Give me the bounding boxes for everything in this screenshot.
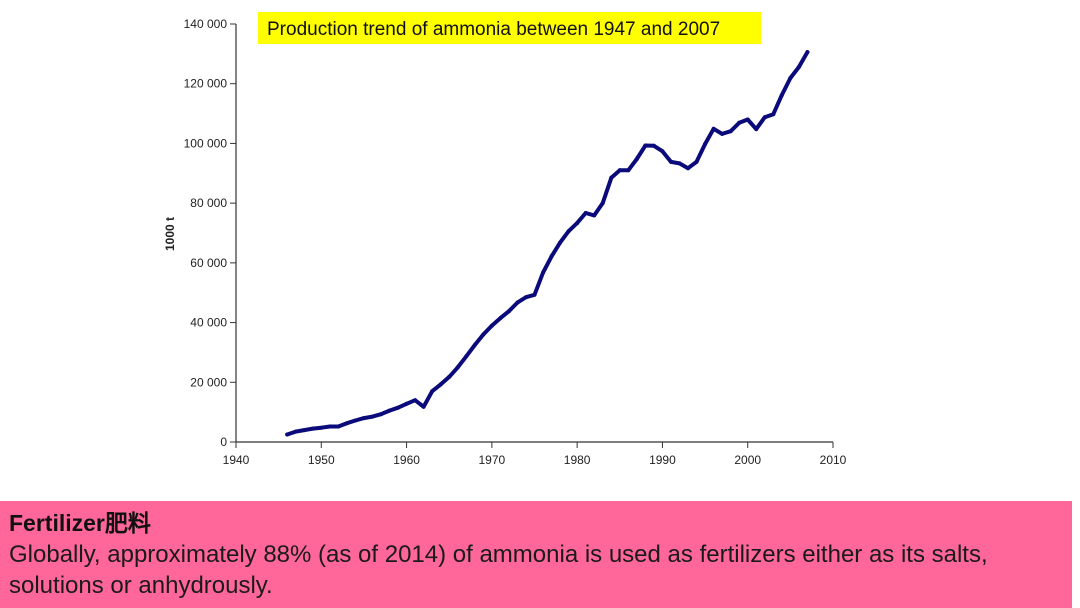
data-point — [592, 213, 597, 218]
data-point — [634, 157, 639, 161]
data-point — [617, 168, 622, 173]
data-point — [549, 254, 554, 259]
data-point — [498, 316, 503, 321]
data-point — [600, 201, 605, 206]
data-point — [455, 365, 460, 370]
tick-marks — [230, 23, 834, 448]
y-tick-label: 40 000 — [190, 316, 227, 330]
x-tick-label: 1980 — [564, 453, 591, 467]
data-point — [472, 343, 477, 347]
data-point — [438, 382, 443, 387]
x-tick-label: 1990 — [649, 453, 676, 467]
data-point — [762, 115, 767, 120]
chart-title: Production trend of ammonia between 1947… — [267, 19, 720, 40]
data-point — [302, 428, 307, 433]
data-point — [481, 332, 486, 337]
data-point — [310, 426, 315, 431]
y-axis: 0 20 000 40 000 60 000 80 000 100 000 120 000 1… — [184, 17, 237, 449]
data-point — [353, 418, 358, 423]
y-tick-label: 20 000 — [190, 375, 227, 389]
x-tick-label: 1970 — [479, 453, 506, 467]
data-point — [327, 424, 332, 429]
y-tick-label: 100 000 — [184, 136, 228, 150]
data-point — [771, 112, 776, 117]
data-point — [566, 229, 571, 234]
data-point — [524, 295, 528, 300]
data-point — [677, 161, 682, 166]
y-axis-title: 1000 t — [163, 217, 177, 251]
data-point — [387, 408, 392, 413]
x-tick-label: 2000 — [734, 453, 761, 467]
data-point — [421, 404, 426, 409]
data-point — [558, 240, 563, 245]
y-tick-label: 0 — [220, 435, 227, 449]
data-point — [754, 127, 759, 132]
y-tick-label: 140 000 — [184, 17, 228, 31]
data-point — [361, 416, 366, 421]
data-point — [464, 354, 469, 359]
data-point — [805, 50, 810, 55]
data-point — [532, 292, 537, 297]
data-point — [583, 211, 588, 215]
y-tick-label: 80 000 — [190, 196, 227, 210]
data-point — [430, 389, 435, 394]
data-point — [293, 429, 298, 434]
data-point — [669, 159, 673, 164]
chart-title-highlight — [258, 12, 761, 44]
data-point — [779, 93, 784, 98]
series-line — [285, 50, 810, 437]
data-point — [319, 425, 324, 430]
ammonia-production-chart: Production trend of ammonia between 1947… — [163, 12, 847, 467]
data-point — [575, 221, 580, 226]
fertilizer-info-box: Fertilizer肥料 Globally, approximately 88%… — [0, 501, 1072, 608]
x-tick-label: 1960 — [393, 453, 420, 467]
data-point — [728, 129, 733, 134]
data-point — [379, 412, 383, 417]
data-point — [711, 126, 716, 131]
x-tick-label: 1950 — [308, 453, 335, 467]
data-point — [694, 159, 699, 164]
data-point — [643, 143, 648, 148]
x-tick-label: 2010 — [820, 453, 847, 467]
data-point — [506, 309, 511, 314]
info-body: Globally, approximately 88% (as of 2014)… — [9, 541, 988, 599]
x-axis: 1940 1950 1960 1970 1980 1990 2000 2010 — [223, 441, 847, 467]
x-tick-label: 1940 — [223, 453, 250, 467]
data-point — [788, 76, 793, 80]
series-production — [285, 50, 810, 437]
y-tick-label: 120 000 — [184, 77, 228, 91]
data-point — [626, 168, 631, 173]
data-point — [660, 149, 665, 154]
data-point — [651, 143, 656, 148]
data-point — [336, 424, 341, 429]
data-point — [541, 270, 545, 275]
data-point — [489, 323, 494, 328]
data-point — [344, 421, 349, 426]
data-point — [285, 432, 290, 437]
data-point — [609, 175, 614, 180]
data-point — [737, 120, 742, 125]
data-point — [515, 300, 520, 305]
data-point — [703, 142, 708, 146]
data-point — [720, 131, 725, 136]
data-point — [413, 398, 418, 403]
data-point — [745, 117, 750, 122]
data-point — [404, 401, 409, 406]
data-point — [447, 374, 452, 379]
data-point — [370, 414, 375, 419]
y-tick-label: 60 000 — [190, 256, 227, 270]
info-heading: Fertilizer肥料 — [9, 510, 151, 536]
data-point — [686, 166, 690, 171]
data-point — [396, 405, 400, 410]
data-point — [796, 65, 801, 69]
